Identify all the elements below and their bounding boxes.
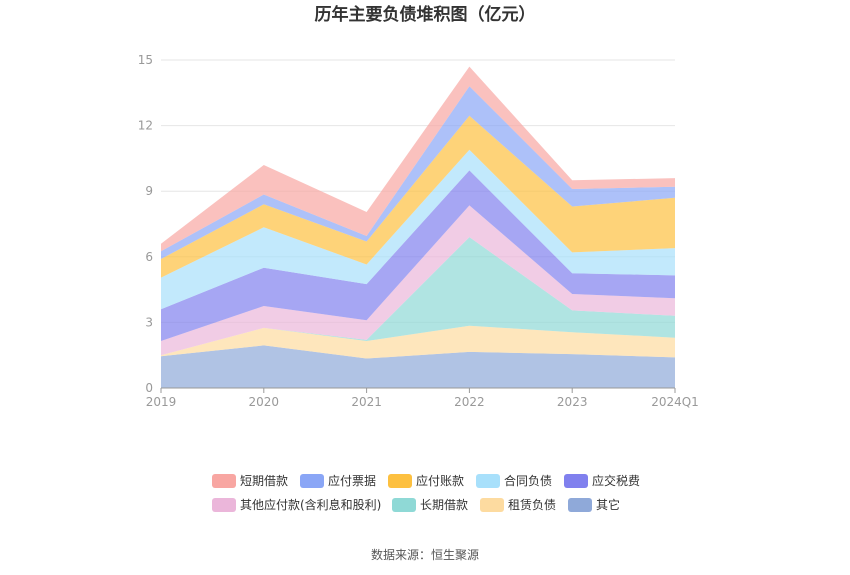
x-tick-label: 2021 [351, 395, 382, 409]
legend-item[interactable]: 应交税费 [564, 473, 640, 488]
y-tick-label: 9 [145, 184, 153, 198]
x-tick-label: 2024Q1 [651, 395, 699, 409]
legend-item[interactable]: 合同负债 [476, 473, 552, 488]
legend-label: 短期借款 [240, 474, 288, 488]
y-tick-label: 12 [138, 119, 153, 133]
legend-item[interactable]: 其它 [568, 497, 620, 512]
legend-swatch [388, 474, 412, 488]
area-series [161, 66, 675, 388]
y-tick-label: 15 [138, 53, 153, 67]
legend-swatch [300, 474, 324, 488]
legend-item[interactable]: 其他应付款(含利息和股利) [212, 497, 381, 512]
legend-item[interactable]: 应付账款 [388, 473, 464, 488]
chart-title: 历年主要负债堆积图（亿元） [315, 4, 536, 25]
area-series-0 [161, 345, 675, 388]
area-series-7 [161, 86, 675, 259]
legend-label: 长期借款 [420, 498, 468, 512]
legend-swatch [480, 498, 504, 512]
y-tick-label: 0 [145, 381, 153, 395]
y-tick-label: 6 [145, 250, 153, 264]
axes: 0 3 6 9 12 15 2019 2020 2021 2022 2023 2024Q1 [138, 53, 699, 409]
legend-item[interactable]: 长期借款 [392, 498, 468, 512]
area-series-5 [161, 149, 675, 310]
legend-swatch [476, 474, 500, 488]
x-tick-label: 2023 [557, 395, 588, 409]
legend-label: 其他应付款(含利息和股利) [240, 497, 381, 512]
legend-item[interactable]: 短期借款 [212, 474, 288, 488]
x-tick-label: 2019 [146, 395, 177, 409]
legend-swatch [568, 498, 592, 512]
legend-swatch [392, 498, 416, 512]
area-series-2 [161, 237, 675, 356]
data-source: 数据来源：恒生聚源 [371, 547, 479, 562]
legend-label: 合同负债 [504, 473, 552, 488]
area-series-1 [161, 325, 675, 359]
legend-label: 其它 [596, 497, 620, 512]
x-tick-label: 2022 [454, 395, 485, 409]
area-series-4 [161, 170, 675, 341]
area-series-3 [161, 205, 675, 356]
y-tick-label: 3 [145, 315, 153, 329]
legend-item[interactable]: 租赁负债 [480, 498, 556, 512]
area-series-6 [161, 115, 675, 278]
legend-label: 租赁负债 [508, 498, 556, 512]
legend-swatch [212, 498, 236, 512]
legend-label: 应付票据 [328, 473, 376, 488]
legend-label: 应付账款 [416, 473, 464, 488]
x-tick-label: 2020 [249, 395, 280, 409]
legend-label: 应交税费 [592, 473, 640, 488]
legend-item[interactable]: 应付票据 [300, 473, 376, 488]
legend-swatch [564, 474, 588, 488]
legend-swatch [212, 474, 236, 488]
area-series-8 [161, 66, 675, 252]
